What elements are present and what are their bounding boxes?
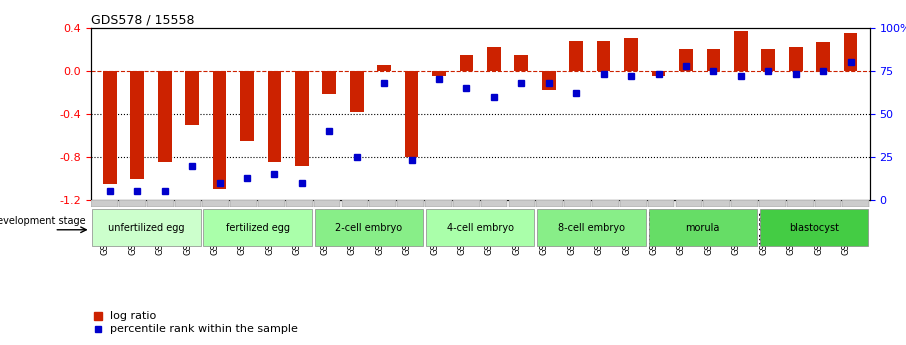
Bar <box>597 41 611 71</box>
FancyBboxPatch shape <box>649 209 757 246</box>
Bar <box>843 33 857 71</box>
Bar <box>789 47 803 71</box>
Bar <box>734 31 747 71</box>
Bar <box>185 71 199 125</box>
Bar <box>240 71 254 141</box>
FancyBboxPatch shape <box>592 200 619 207</box>
Text: 2-cell embryo: 2-cell embryo <box>335 223 402 233</box>
Bar <box>816 42 830 71</box>
Bar <box>323 71 336 95</box>
FancyBboxPatch shape <box>843 200 869 207</box>
FancyBboxPatch shape <box>564 200 591 207</box>
Bar <box>487 47 501 71</box>
Bar <box>651 71 665 76</box>
Bar <box>130 71 144 179</box>
FancyBboxPatch shape <box>370 200 396 207</box>
FancyBboxPatch shape <box>620 200 647 207</box>
Text: 8-cell embryo: 8-cell embryo <box>558 223 625 233</box>
FancyBboxPatch shape <box>92 209 200 246</box>
FancyBboxPatch shape <box>648 200 674 207</box>
Bar <box>515 55 528 71</box>
Bar <box>158 71 171 162</box>
FancyBboxPatch shape <box>759 200 786 207</box>
FancyBboxPatch shape <box>536 200 564 207</box>
FancyBboxPatch shape <box>314 209 423 246</box>
Text: 4-cell embryo: 4-cell embryo <box>447 223 514 233</box>
FancyBboxPatch shape <box>397 200 424 207</box>
Text: GDS578 / 15558: GDS578 / 15558 <box>91 13 194 27</box>
Text: morula: morula <box>686 223 720 233</box>
Bar <box>267 71 281 162</box>
FancyBboxPatch shape <box>508 200 535 207</box>
FancyBboxPatch shape <box>286 200 313 207</box>
Bar <box>569 41 583 71</box>
Text: blastocyst: blastocyst <box>789 223 839 233</box>
Bar <box>459 55 473 71</box>
FancyBboxPatch shape <box>175 200 201 207</box>
Bar <box>405 71 419 157</box>
FancyBboxPatch shape <box>537 209 646 246</box>
Bar <box>624 38 638 71</box>
FancyBboxPatch shape <box>147 200 174 207</box>
Text: log ratio: log ratio <box>111 311 157 321</box>
FancyBboxPatch shape <box>425 200 452 207</box>
Bar <box>350 71 363 112</box>
FancyBboxPatch shape <box>814 200 842 207</box>
Bar <box>377 65 391 71</box>
Bar <box>680 49 693 71</box>
FancyBboxPatch shape <box>258 200 284 207</box>
Bar <box>103 71 117 184</box>
FancyBboxPatch shape <box>731 200 758 207</box>
FancyBboxPatch shape <box>342 200 369 207</box>
FancyBboxPatch shape <box>202 200 229 207</box>
Bar <box>213 71 226 189</box>
FancyBboxPatch shape <box>703 200 730 207</box>
Text: unfertilized egg: unfertilized egg <box>108 223 185 233</box>
FancyBboxPatch shape <box>313 200 341 207</box>
Text: percentile rank within the sample: percentile rank within the sample <box>111 325 298 334</box>
Bar <box>432 71 446 76</box>
Bar <box>761 49 776 71</box>
FancyBboxPatch shape <box>760 209 868 246</box>
Text: fertilized egg: fertilized egg <box>226 223 290 233</box>
FancyBboxPatch shape <box>453 200 479 207</box>
FancyBboxPatch shape <box>786 200 814 207</box>
FancyBboxPatch shape <box>481 200 507 207</box>
FancyBboxPatch shape <box>119 200 146 207</box>
Bar <box>295 71 309 166</box>
FancyBboxPatch shape <box>203 209 312 246</box>
Bar <box>542 71 555 90</box>
FancyBboxPatch shape <box>676 200 702 207</box>
Bar <box>707 49 720 71</box>
FancyBboxPatch shape <box>92 200 118 207</box>
FancyBboxPatch shape <box>426 209 535 246</box>
Text: development stage: development stage <box>0 217 86 226</box>
FancyBboxPatch shape <box>230 200 257 207</box>
